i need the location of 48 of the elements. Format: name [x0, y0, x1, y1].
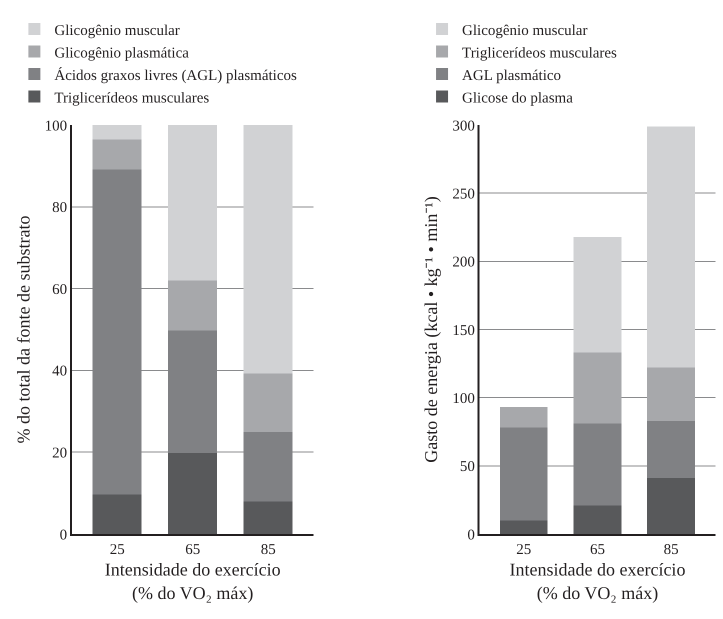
y-tick-label: 100: [452, 390, 475, 407]
x-tick-label: 65: [185, 542, 200, 558]
legend-label: Triglicerídeos musculares: [54, 90, 210, 106]
legend-label: Triglicerídeos musculares: [462, 45, 618, 62]
bar: [500, 520, 548, 534]
bar: [574, 236, 622, 353]
y-tick-label: 200: [452, 254, 475, 271]
bar: [168, 280, 218, 331]
x-tick-label: 85: [664, 542, 679, 558]
y-tick-label: 60: [52, 282, 68, 298]
y-tick-label: 0: [467, 527, 475, 544]
y-axis-title: % do total da fonte de substrato: [13, 216, 34, 444]
bar: [244, 502, 293, 534]
bar: [574, 352, 622, 424]
x-tick-label: 25: [516, 542, 532, 558]
y-tick-label: 80: [52, 200, 68, 216]
y-tick-label: 250: [452, 186, 475, 202]
legend-label: AGL plasmático: [462, 68, 562, 84]
bar: [647, 478, 696, 534]
y-tick-label: 40: [52, 364, 68, 380]
x-tick-label: 25: [110, 542, 125, 558]
y-tick-label: 300: [452, 118, 475, 134]
y-axis-title: Gasto de energia (kcal • kg⁻¹ • min⁻¹): [421, 196, 442, 463]
bar: [500, 407, 548, 428]
x-axis-title: Intensidade do exercício (% do VO₂ máx): [104, 559, 281, 603]
bar: [647, 126, 696, 368]
y-tick-label: 150: [452, 322, 475, 339]
legend-label: Ácidos graxos livres (AGL) plasmáticos: [54, 66, 297, 84]
bar: [92, 125, 142, 140]
bar: [168, 453, 218, 534]
legend-label: Glicogênio muscular: [462, 22, 588, 39]
bar: [92, 140, 142, 170]
legend-label: Glicose do plasma: [462, 90, 574, 106]
y-tick-label: 100: [44, 118, 68, 134]
y-tick-label: 20: [52, 445, 68, 462]
x-axis-title: Intensidade do exercício (% do VO₂ máx): [510, 559, 686, 603]
legend-label: Glicogênio plasmática: [54, 45, 190, 62]
y-tick-label: 0: [60, 527, 68, 544]
bar: [168, 125, 218, 280]
x-tick-label: 85: [260, 542, 276, 558]
legend-label: Glicogênio muscular: [54, 22, 180, 39]
bar: [92, 494, 142, 534]
bar: [574, 505, 622, 534]
bar: [244, 125, 293, 374]
bar: [647, 368, 696, 421]
y-tick-label: 50: [460, 459, 475, 476]
bar: [244, 374, 293, 432]
x-tick-label: 65: [590, 542, 605, 558]
